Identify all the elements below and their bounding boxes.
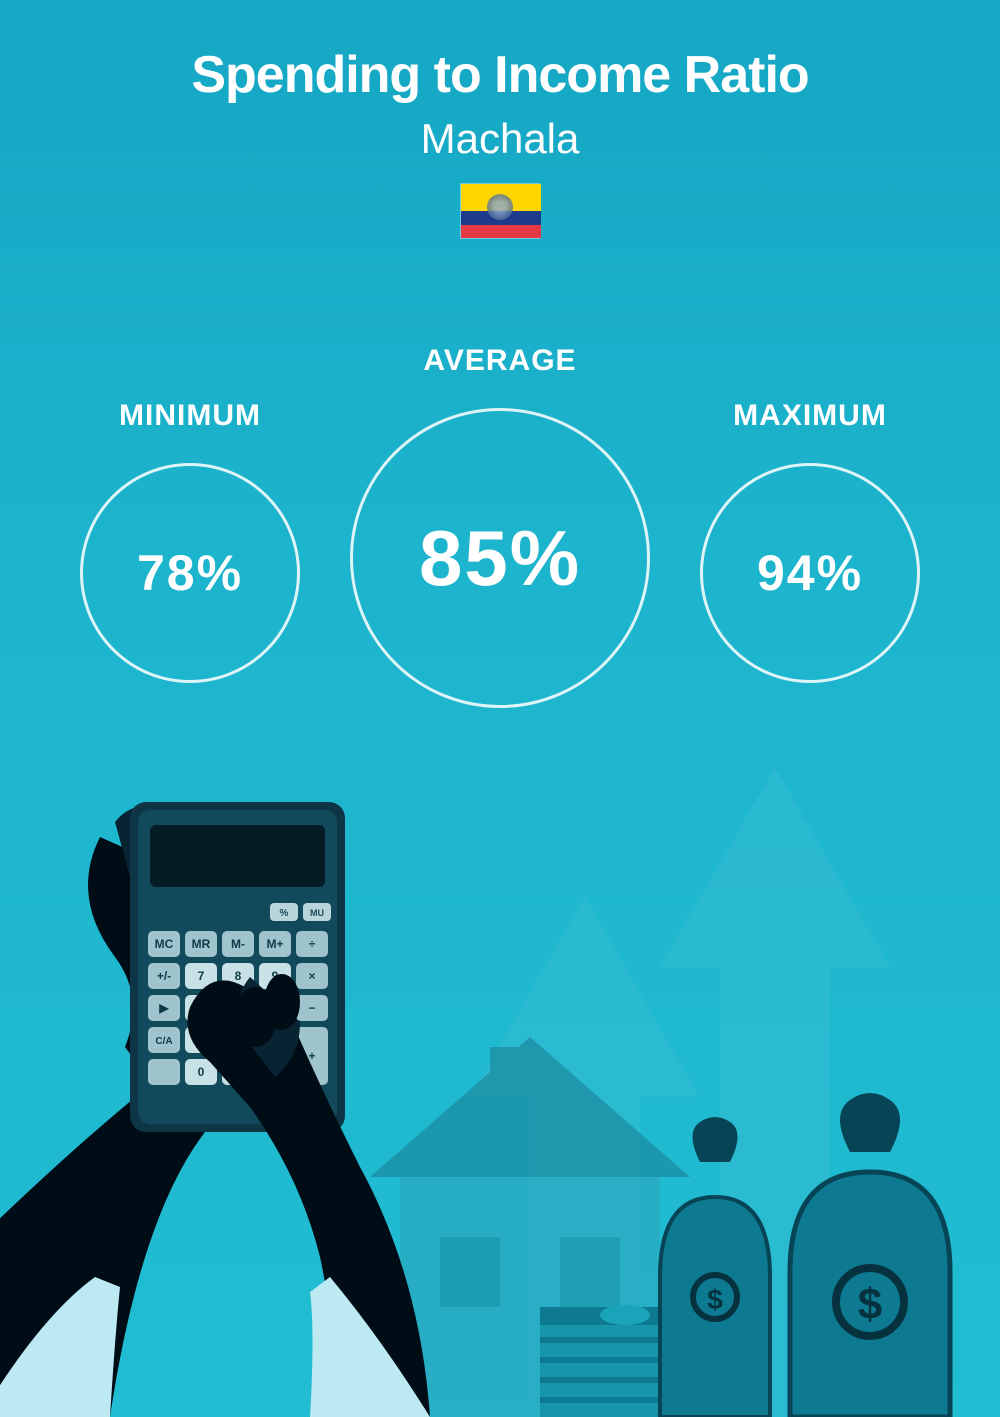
flag-emblem-icon <box>487 194 513 220</box>
ecuador-flag-icon <box>460 183 540 239</box>
stat-circle-maximum: 94% <box>700 463 920 683</box>
stats-row: MINIMUM 78% AVERAGE 85% MAXIMUM 94% <box>0 344 1000 708</box>
header: Spending to Income Ratio Machala <box>0 0 1000 244</box>
page-subtitle: Machala <box>0 115 1000 163</box>
stat-circle-minimum: 78% <box>80 463 300 683</box>
stat-label-average: AVERAGE <box>423 344 576 378</box>
stat-label-maximum: MAXIMUM <box>733 399 887 433</box>
stat-value-maximum: 94% <box>757 544 863 602</box>
stat-maximum: MAXIMUM 94% <box>700 399 920 683</box>
stat-value-minimum: 78% <box>137 544 243 602</box>
stat-label-minimum: MINIMUM <box>119 399 261 433</box>
stat-average: AVERAGE 85% <box>350 344 650 708</box>
page-title: Spending to Income Ratio <box>0 45 1000 105</box>
stat-value-average: 85% <box>419 513 581 604</box>
stat-circle-average: 85% <box>350 408 650 708</box>
stat-minimum: MINIMUM 78% <box>80 399 300 683</box>
flag-stripe-red <box>461 225 541 238</box>
